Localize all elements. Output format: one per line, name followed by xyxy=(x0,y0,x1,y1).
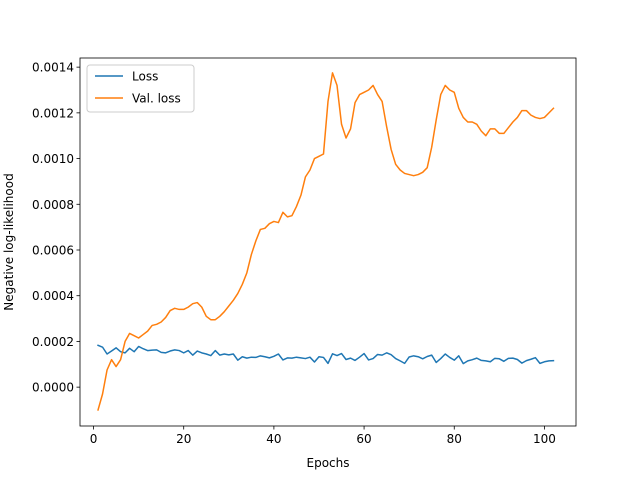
plot-background xyxy=(80,58,576,426)
y-tick-label: 0.0002 xyxy=(32,335,74,349)
x-axis-label: Epochs xyxy=(307,456,350,470)
x-tick-label: 100 xyxy=(533,432,556,446)
y-tick-label: 0.0012 xyxy=(32,106,74,120)
y-tick-label: 0.0010 xyxy=(32,152,74,166)
series-layer xyxy=(97,72,555,411)
legend-label-loss: Loss xyxy=(132,70,158,84)
y-tick-label: 0.0000 xyxy=(32,381,74,395)
y-axis-label: Negative log-likelihood xyxy=(2,173,16,310)
x-tick-label: 40 xyxy=(266,432,281,446)
y-tick-label: 0.0006 xyxy=(32,244,74,258)
axes-layer: 0 20 40 60 80 100 0.0000 0.0002 0.0004 0.0006 0.00… xyxy=(32,57,577,446)
plot-area xyxy=(80,58,576,426)
legend: Loss Val. loss xyxy=(86,64,195,113)
y-tick-label: 0.0004 xyxy=(32,289,74,303)
x-tick-label: 60 xyxy=(356,432,371,446)
axes-frame xyxy=(79,57,577,427)
x-tick-label: 0 xyxy=(90,432,98,446)
x-tick-label: 80 xyxy=(447,432,462,446)
legend-label-val-loss: Val. loss xyxy=(132,92,181,106)
x-tick-label: 20 xyxy=(176,432,191,446)
series-line-val-loss xyxy=(97,72,555,411)
series-line-loss xyxy=(97,344,555,365)
y-tick-label: 0.0008 xyxy=(32,198,74,212)
y-tick-label: 0.0014 xyxy=(32,61,74,75)
